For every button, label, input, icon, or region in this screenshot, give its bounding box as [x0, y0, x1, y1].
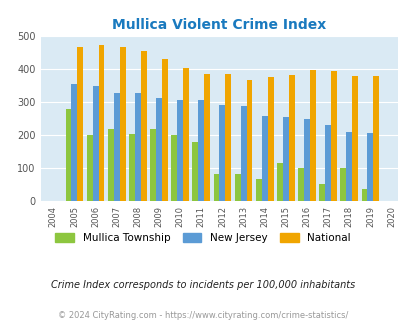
Bar — [77, 47, 83, 201]
Bar — [219, 105, 225, 201]
Bar — [360, 189, 367, 201]
Bar — [324, 125, 330, 201]
Bar — [87, 135, 92, 201]
Bar — [255, 179, 261, 201]
Bar — [297, 168, 303, 201]
Bar — [373, 76, 378, 201]
Text: © 2024 CityRating.com - https://www.cityrating.com/crime-statistics/: © 2024 CityRating.com - https://www.city… — [58, 311, 347, 320]
Bar — [213, 174, 219, 201]
Bar — [282, 117, 288, 201]
Bar — [71, 84, 77, 201]
Bar — [113, 93, 119, 201]
Bar — [141, 51, 146, 201]
Bar — [156, 98, 162, 201]
Bar — [108, 129, 113, 201]
Bar — [204, 74, 210, 201]
Bar — [150, 129, 156, 201]
Bar — [352, 76, 357, 201]
Bar — [345, 132, 352, 201]
Bar — [261, 115, 267, 201]
Title: Mullica Violent Crime Index: Mullica Violent Crime Index — [112, 18, 326, 32]
Bar — [339, 168, 345, 201]
Legend: Mullica Township, New Jersey, National: Mullica Township, New Jersey, National — [51, 229, 354, 247]
Bar — [183, 68, 189, 201]
Bar — [318, 184, 324, 201]
Bar — [162, 59, 167, 201]
Bar — [276, 163, 282, 201]
Bar — [92, 86, 98, 201]
Bar — [134, 93, 141, 201]
Bar — [192, 142, 198, 201]
Bar — [177, 100, 183, 201]
Bar — [240, 106, 246, 201]
Bar — [225, 74, 231, 201]
Bar — [309, 70, 315, 201]
Bar — [246, 80, 252, 201]
Bar — [198, 100, 204, 201]
Bar — [129, 134, 134, 201]
Bar — [367, 133, 373, 201]
Bar — [234, 174, 240, 201]
Bar — [119, 47, 125, 201]
Bar — [303, 119, 309, 201]
Bar — [267, 77, 273, 201]
Bar — [171, 135, 177, 201]
Bar — [65, 109, 71, 201]
Text: Crime Index corresponds to incidents per 100,000 inhabitants: Crime Index corresponds to incidents per… — [51, 280, 354, 290]
Bar — [330, 71, 336, 201]
Bar — [288, 75, 294, 201]
Bar — [98, 45, 104, 201]
